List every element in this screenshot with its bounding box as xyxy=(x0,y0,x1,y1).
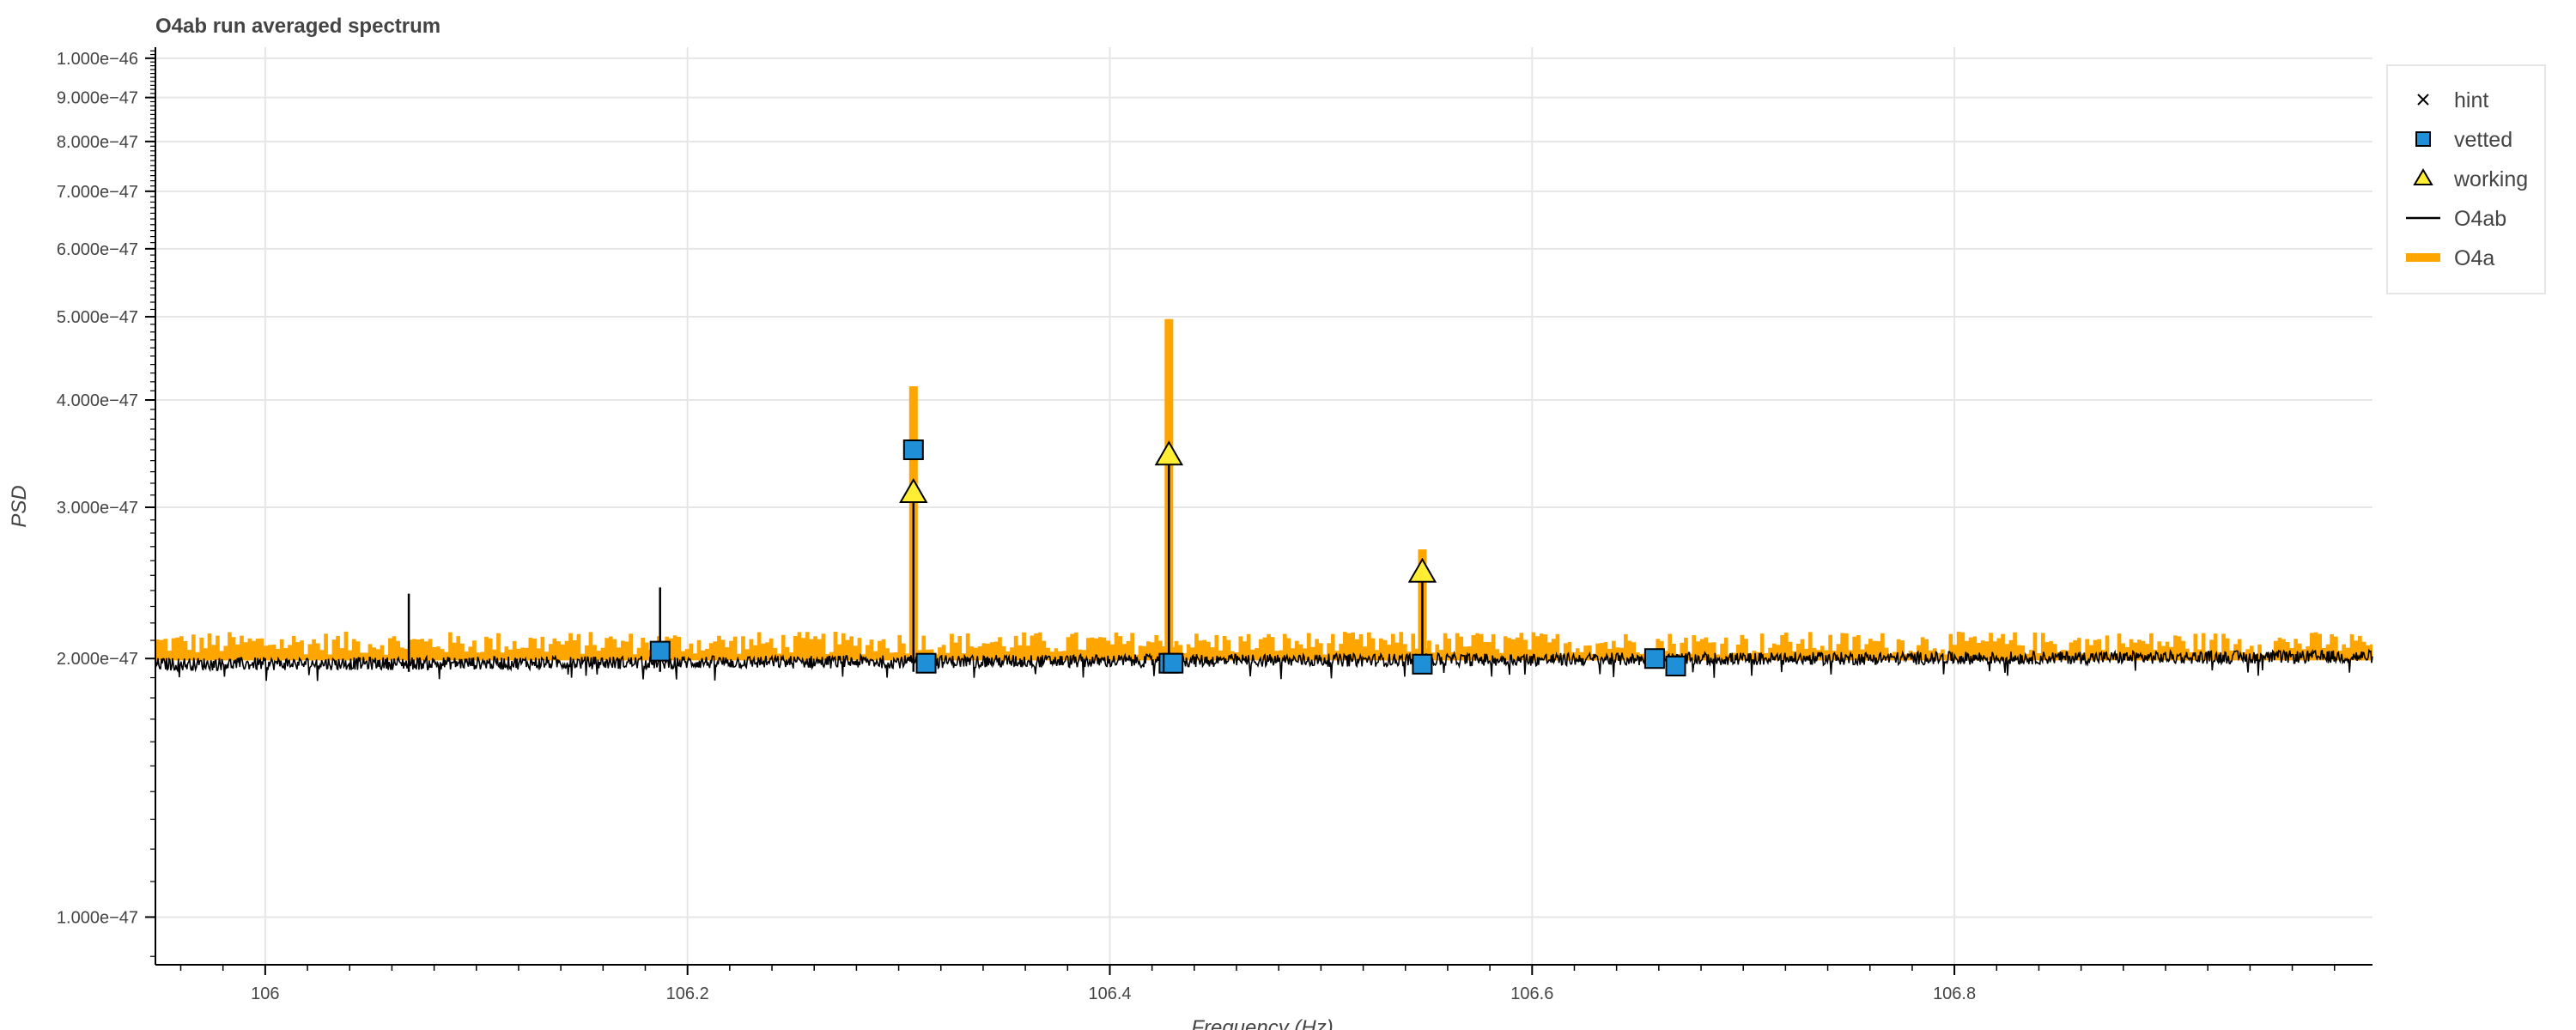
chart-title: O4ab run averaged spectrum xyxy=(155,15,440,38)
legend-label: vetted xyxy=(2454,128,2512,152)
grid-lines xyxy=(155,47,2372,965)
vetted-marker xyxy=(902,439,924,461)
y-tick-label: 6.000e−47 xyxy=(57,240,138,259)
y-tick-label: 5.000e−47 xyxy=(57,308,138,327)
legend-label: O4a xyxy=(2454,246,2494,270)
legend-vetted-icon xyxy=(2415,131,2431,147)
y-tick-label: 9.000e−47 xyxy=(57,89,138,108)
x-tick-label: 106 xyxy=(251,985,279,1003)
working-marker xyxy=(1407,557,1437,583)
y-tick-label: 1.000e−47 xyxy=(57,908,138,927)
vetted-marker xyxy=(1412,653,1433,675)
x-tick-label: 106.4 xyxy=(1088,985,1131,1003)
y-tick-label: 3.000e−47 xyxy=(57,499,138,518)
working-marker xyxy=(899,477,928,503)
y-axis-label: PSD xyxy=(8,485,31,527)
y-tick-label: 1.000e−46 xyxy=(57,50,138,69)
o4ab-series-line xyxy=(155,648,2373,682)
axes: 106 106.2 106.4 106.6 106.8 1.000e−47 2.000e−4… xyxy=(57,47,2372,1003)
x-tick-label: 106.8 xyxy=(1933,985,1976,1003)
vetted-marker xyxy=(649,640,671,662)
x-axis-label: Frequency (Hz) xyxy=(1191,1016,1333,1030)
y-tick-label: 7.000e−47 xyxy=(57,183,138,202)
vetted-marker xyxy=(915,652,937,674)
vetted-marker xyxy=(1163,652,1184,674)
vetted-marker xyxy=(1643,648,1665,670)
legend: hint vetted working O4ab O4a xyxy=(2386,64,2546,294)
y-tick-label: 2.000e−47 xyxy=(57,650,138,669)
legend-label: working xyxy=(2453,167,2528,191)
legend-label: hint xyxy=(2454,88,2488,112)
legend-hint-icon xyxy=(2417,94,2429,106)
x-tick-label: 106.2 xyxy=(666,985,709,1003)
x-tick-label: 106.6 xyxy=(1510,985,1553,1003)
y-tick-label: 8.000e−47 xyxy=(57,133,138,152)
working-marker xyxy=(1154,440,1184,466)
legend-working-icon xyxy=(2413,168,2433,185)
plot-area xyxy=(155,318,2373,682)
vetted-marker xyxy=(1665,656,1686,677)
y-tick-label: 4.000e−47 xyxy=(57,391,138,410)
legend-label: O4ab xyxy=(2454,207,2506,231)
